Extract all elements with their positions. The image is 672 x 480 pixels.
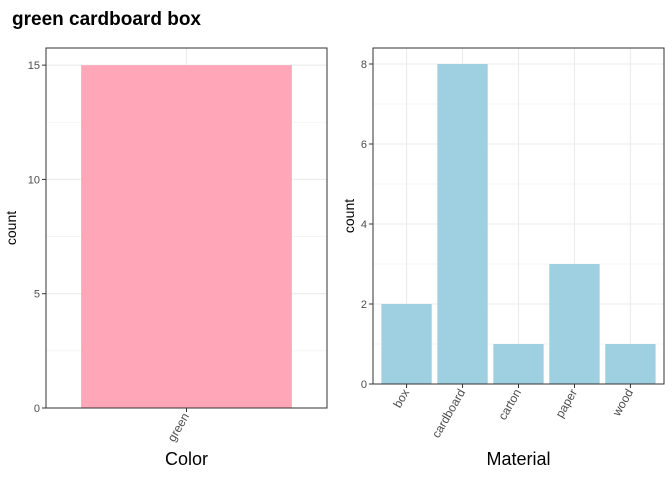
y-tick-label: 5 [34,289,40,301]
y-tick-label: 6 [361,139,367,151]
bar-paper [549,264,600,384]
y-tick-label: 8 [361,59,367,71]
x-tick-label: cardboard [429,387,468,441]
bar-wood [605,344,656,384]
bar-carton [493,344,544,384]
chart-panel-2: 0 2 4 6 8 box cardboard carton paper wood count Mat… [341,47,665,469]
y-axis-title: count [341,199,357,233]
x-tick-label: carton [495,387,524,423]
x-tick-label: green [165,411,192,445]
x-tick-label: box [390,387,412,411]
y-tick-label: 0 [361,379,367,391]
bar-cardboard [437,64,488,384]
y-tick-label: 2 [361,299,367,311]
y-tick-label: 15 [28,60,40,72]
bar-box [381,304,432,384]
y-axis-title: count [3,211,19,245]
bar-green [81,65,292,409]
y-tick-label: 0 [34,403,40,415]
y-tick-label: 10 [28,174,40,186]
y-tick-label: 4 [361,219,367,231]
x-axis-title: Material [486,449,550,469]
chart-panel-1: 0 5 10 15 green count Color [3,47,328,469]
x-tick-label: wood [609,387,636,420]
page-title: green cardboard box [12,9,201,30]
x-tick-label: paper [553,387,580,421]
x-axis-title: Color [165,449,208,469]
